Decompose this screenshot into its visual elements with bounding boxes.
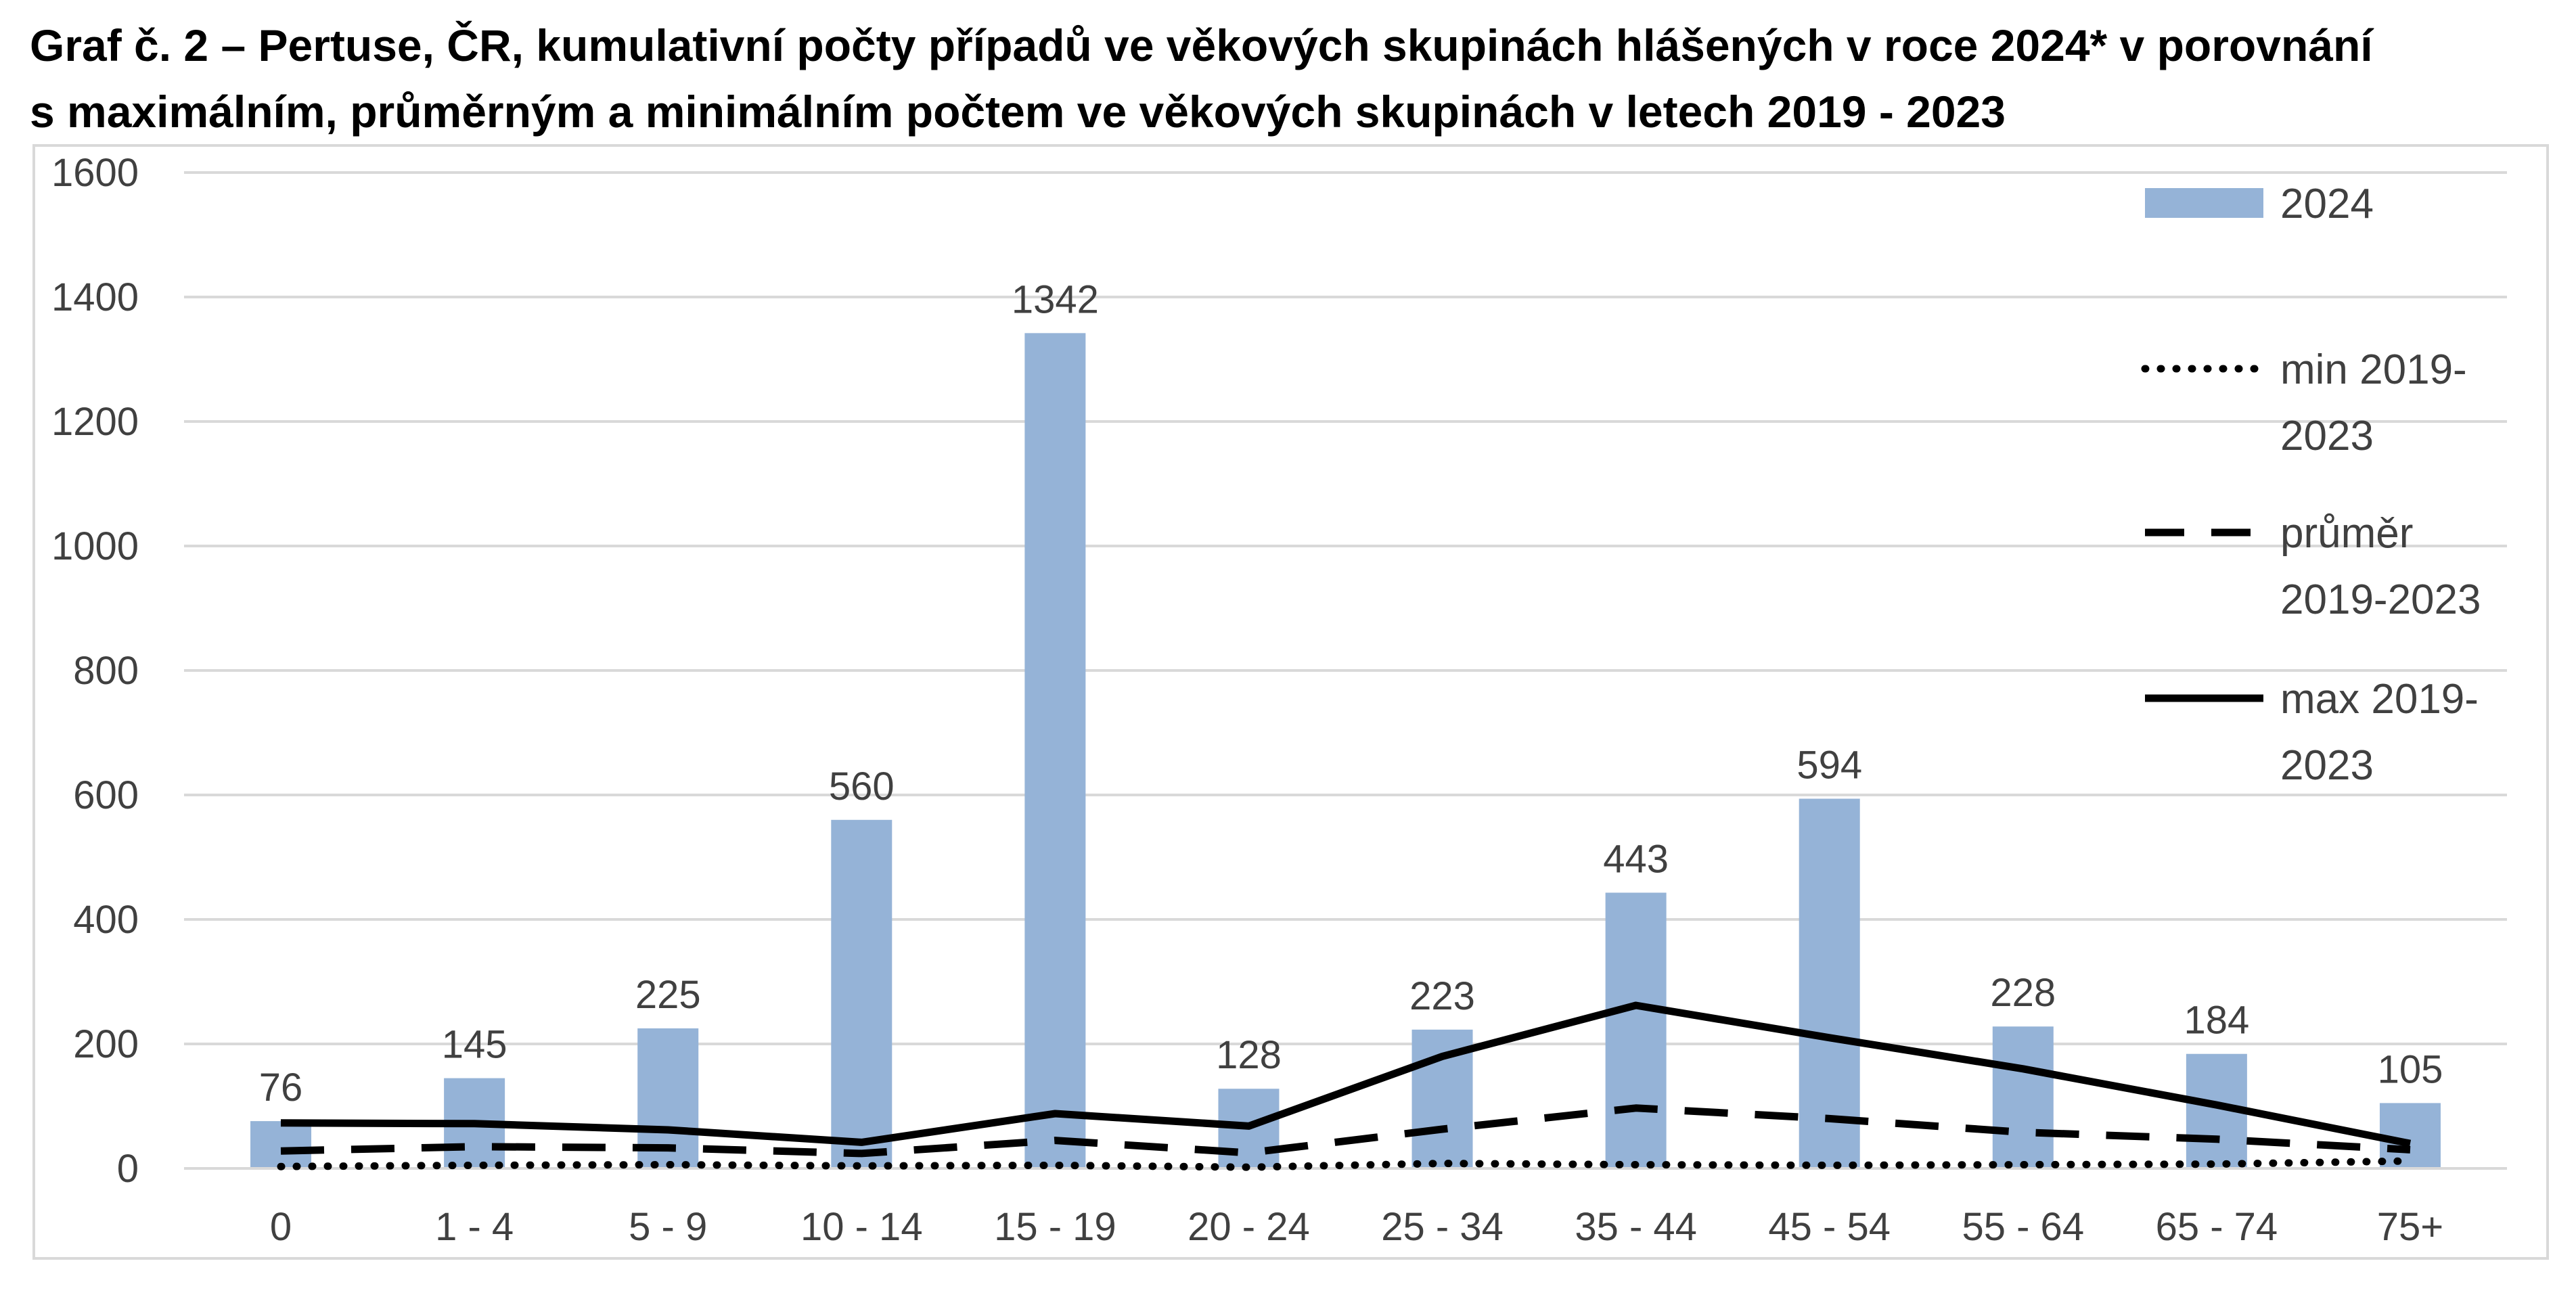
data-label-0: 76 — [259, 1066, 303, 1110]
y-tick-label-3: 600 — [73, 773, 139, 817]
x-tick-label-11: 75+ — [2377, 1205, 2443, 1249]
line-max — [280, 1001, 2412, 1147]
y-tick-label-0: 0 — [117, 1147, 139, 1191]
x-tick-label-5: 20 - 24 — [1188, 1205, 1310, 1249]
bar-3 — [831, 819, 892, 1168]
y-tick-label-8: 1600 — [51, 151, 139, 195]
x-tick-label-6: 25 - 34 — [1381, 1205, 1504, 1249]
y-tick-label-2: 400 — [73, 898, 139, 942]
line-avg — [280, 1104, 2411, 1158]
chart-title-line-2: s maximálním, průměrným a minimálním poč… — [30, 87, 2006, 137]
data-label-6: 223 — [1409, 974, 1475, 1018]
chart-title: Graf č. 2 – Pertuse, ČR, kumulativní poč… — [30, 12, 2560, 145]
x-tick-label-9: 55 - 64 — [1962, 1205, 2085, 1249]
chart-title-line-1: Graf č. 2 – Pertuse, ČR, kumulativní poč… — [30, 20, 2373, 70]
y-tick-label-7: 1400 — [51, 275, 139, 319]
x-tick-label-1: 1 - 4 — [435, 1205, 514, 1249]
y-tick-label-6: 1200 — [51, 400, 139, 444]
x-tick-label-7: 35 - 44 — [1575, 1205, 1697, 1249]
legend-label-bar2024-0: 2024 — [2280, 181, 2374, 227]
data-label-5: 128 — [1216, 1033, 1282, 1077]
data-label-4: 1342 — [1012, 277, 1099, 321]
data-label-1: 145 — [442, 1023, 507, 1067]
bar-7 — [1605, 892, 1667, 1168]
data-label-2: 225 — [635, 973, 701, 1017]
x-tick-label-0: 0 — [270, 1205, 292, 1249]
bar-0 — [250, 1121, 312, 1168]
legend-label-avg-0: průměr — [2280, 510, 2413, 557]
x-tick-label-4: 15 - 19 — [994, 1205, 1116, 1249]
x-tick-label-3: 10 - 14 — [800, 1205, 923, 1249]
legend-label-avg-1: 2019-2023 — [2280, 576, 2481, 623]
y-tick-label-1: 200 — [73, 1022, 139, 1066]
data-label-10: 184 — [2184, 999, 2249, 1043]
x-tick-label-10: 65 - 74 — [2156, 1205, 2278, 1249]
bar-4 — [1024, 333, 1086, 1168]
bar-8 — [1799, 798, 1860, 1168]
legend-symbol-bar2024 — [2145, 188, 2263, 218]
legend-label-min-1: 2023 — [2280, 413, 2374, 459]
chart-frame — [32, 144, 2549, 1260]
line-min — [277, 1157, 2414, 1171]
data-label-11: 105 — [2378, 1047, 2443, 1091]
x-tick-label-2: 5 - 9 — [629, 1205, 707, 1249]
y-tick-label-5: 1000 — [51, 524, 139, 568]
legend-label-min-0: min 2019- — [2280, 346, 2467, 393]
legend-label-max-0: max 2019- — [2280, 676, 2479, 723]
data-label-9: 228 — [1990, 971, 2056, 1015]
data-label-7: 443 — [1603, 837, 1669, 881]
legend-label-max-1: 2023 — [2280, 742, 2374, 789]
y-tick-label-4: 800 — [73, 649, 139, 693]
data-label-3: 560 — [829, 765, 895, 808]
bar-9 — [1992, 1026, 2054, 1168]
x-tick-label-8: 45 - 54 — [1768, 1205, 1891, 1249]
data-label-8: 594 — [1797, 744, 1862, 788]
